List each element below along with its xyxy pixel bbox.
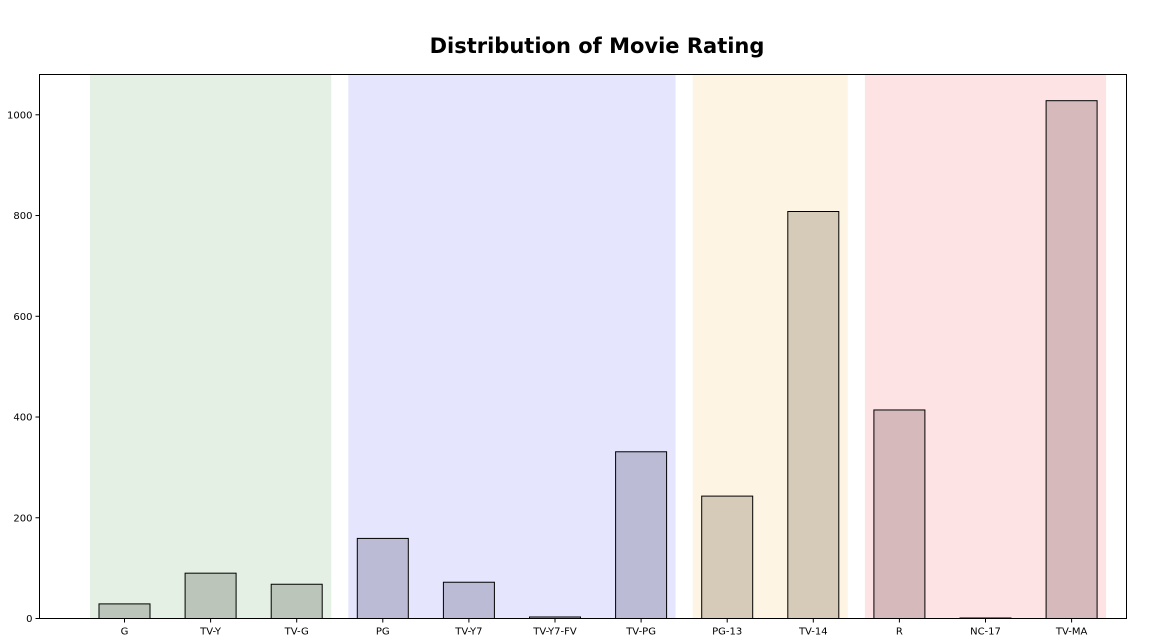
x-tick-label: TV-Y7-FV bbox=[532, 627, 577, 638]
bar-tv-ma bbox=[1045, 100, 1098, 620]
bar-tv-y bbox=[184, 572, 237, 620]
x-tick-label: PG-13 bbox=[712, 627, 742, 638]
y-tick-label: 1000 bbox=[7, 110, 32, 121]
x-tick-label: R bbox=[896, 627, 903, 638]
bar-tv-14 bbox=[787, 211, 840, 619]
bar-tv-g bbox=[270, 583, 323, 620]
x-tick-label: TV-Y7 bbox=[454, 627, 482, 638]
bar-pg bbox=[356, 537, 409, 620]
y-tick-label: 200 bbox=[13, 513, 32, 524]
rating-group-bands bbox=[90, 74, 1107, 619]
x-tick-label: G bbox=[121, 627, 129, 638]
bar-g bbox=[98, 603, 151, 619]
x-tick-label: TV-Y bbox=[199, 627, 222, 638]
bar-tv-y7 bbox=[442, 581, 495, 620]
bar-r bbox=[873, 409, 926, 620]
x-tick-label: PG bbox=[376, 627, 390, 638]
x-tick-label: NC-17 bbox=[970, 627, 1001, 638]
y-tick-label: 600 bbox=[13, 312, 32, 323]
y-tick-label: 0 bbox=[26, 614, 32, 625]
bar-tv-pg bbox=[615, 451, 668, 619]
x-tick-label: TV-MA bbox=[1055, 627, 1088, 638]
x-tick-label: TV-PG bbox=[625, 627, 656, 638]
y-tick-label: 800 bbox=[13, 211, 32, 222]
x-tick-label: TV-G bbox=[284, 627, 309, 638]
bars bbox=[98, 100, 1098, 620]
bar-pg-13 bbox=[701, 495, 754, 620]
rating-group-band bbox=[90, 74, 332, 619]
chart-title: Distribution of Movie Rating bbox=[430, 34, 765, 58]
plot-frame bbox=[39, 74, 1127, 619]
x-axis-ticks: G TV-Y TV-G PG TV-Y7 TV-Y7-FV TV-PG PG-13 TV-14 R… bbox=[121, 618, 1088, 638]
y-tick-label: 400 bbox=[13, 413, 32, 424]
x-tick-label: TV-14 bbox=[798, 627, 828, 638]
y-axis-ticks: 0 200 400 600 800 1000 bbox=[7, 110, 40, 625]
